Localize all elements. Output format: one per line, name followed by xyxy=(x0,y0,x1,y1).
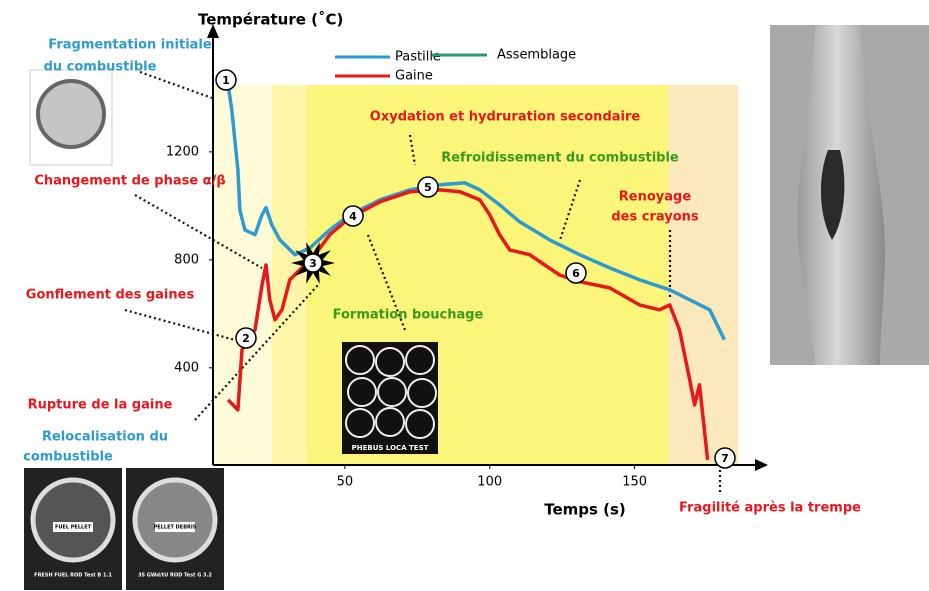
photo-label: FRESH FUEL ROD Test B 1.1 xyxy=(34,573,112,579)
y-tick-label: 1200 xyxy=(166,144,199,159)
marker-label: 3 xyxy=(309,257,317,270)
rod-section-photo xyxy=(132,477,218,563)
legend-label: Assemblage xyxy=(497,48,576,63)
annotation: Fragilité après la trempe xyxy=(679,501,861,516)
marker-label: 7 xyxy=(721,452,729,465)
pointer-arrow xyxy=(124,70,722,495)
rod-section-photo xyxy=(30,477,116,563)
marker-circle xyxy=(565,262,587,284)
photo-tag xyxy=(53,522,93,532)
marker-label: 1 xyxy=(222,74,230,87)
x-axis-title: Temps (s) xyxy=(544,501,626,519)
marker-label: 5 xyxy=(424,181,432,194)
axis xyxy=(212,35,760,466)
y-tick-label: 400 xyxy=(174,360,199,375)
photo-label: PELLET DEBRIS xyxy=(154,525,197,531)
annotation: Renoyage xyxy=(619,190,692,205)
annotation: Oxydation et hydruration secondaire xyxy=(370,110,641,125)
photo-label: FUEL PELLET xyxy=(55,525,92,531)
series-line xyxy=(226,188,710,461)
marker-circle xyxy=(303,253,323,273)
photo-tag xyxy=(155,522,195,532)
photo-label: 35 GWd/tU ROD Test G 3.2 xyxy=(138,573,212,579)
marker-circle xyxy=(417,176,439,198)
legend-label: Pastille xyxy=(395,50,441,65)
marker-label: 6 xyxy=(572,267,580,280)
pellet-photo xyxy=(36,79,106,149)
annotation: Relocalisation du xyxy=(42,430,168,445)
annotation: du combustible xyxy=(44,60,157,75)
x-tick-label: 50 xyxy=(337,475,354,490)
photo-label: PHEBUS LOCA TEST xyxy=(352,444,429,452)
marker-circle xyxy=(215,69,237,91)
annotation: Formation bouchage xyxy=(333,308,484,323)
marker-label: 2 xyxy=(242,332,250,345)
axis-arrow xyxy=(207,24,219,38)
annotation: Rupture de la gaine xyxy=(28,398,173,413)
marker-label: 4 xyxy=(349,210,357,223)
x-tick-label: 100 xyxy=(477,475,502,490)
legend-label: Gaine xyxy=(395,69,433,84)
series-line xyxy=(226,84,726,341)
axis-arrow xyxy=(755,459,768,471)
marker-circle xyxy=(714,447,736,469)
phase-band xyxy=(272,85,307,465)
marker-circle xyxy=(235,327,257,349)
rod-photo xyxy=(820,150,845,240)
phebus-photo xyxy=(345,345,437,439)
annotation: combustible xyxy=(23,450,113,465)
x-tick-label: 150 xyxy=(622,475,647,490)
marker-circle xyxy=(342,205,364,227)
annotation: Refroidissement du combustible xyxy=(441,151,679,166)
annotation: Changement de phase α/β xyxy=(34,174,225,189)
annotation: Gonflement des gaines xyxy=(26,288,195,303)
annotation: Fragmentation initiale xyxy=(48,38,212,53)
y-axis-title: Température (˚C) xyxy=(198,11,343,29)
annotation: des crayons xyxy=(611,210,699,225)
y-tick-label: 800 xyxy=(174,252,199,267)
